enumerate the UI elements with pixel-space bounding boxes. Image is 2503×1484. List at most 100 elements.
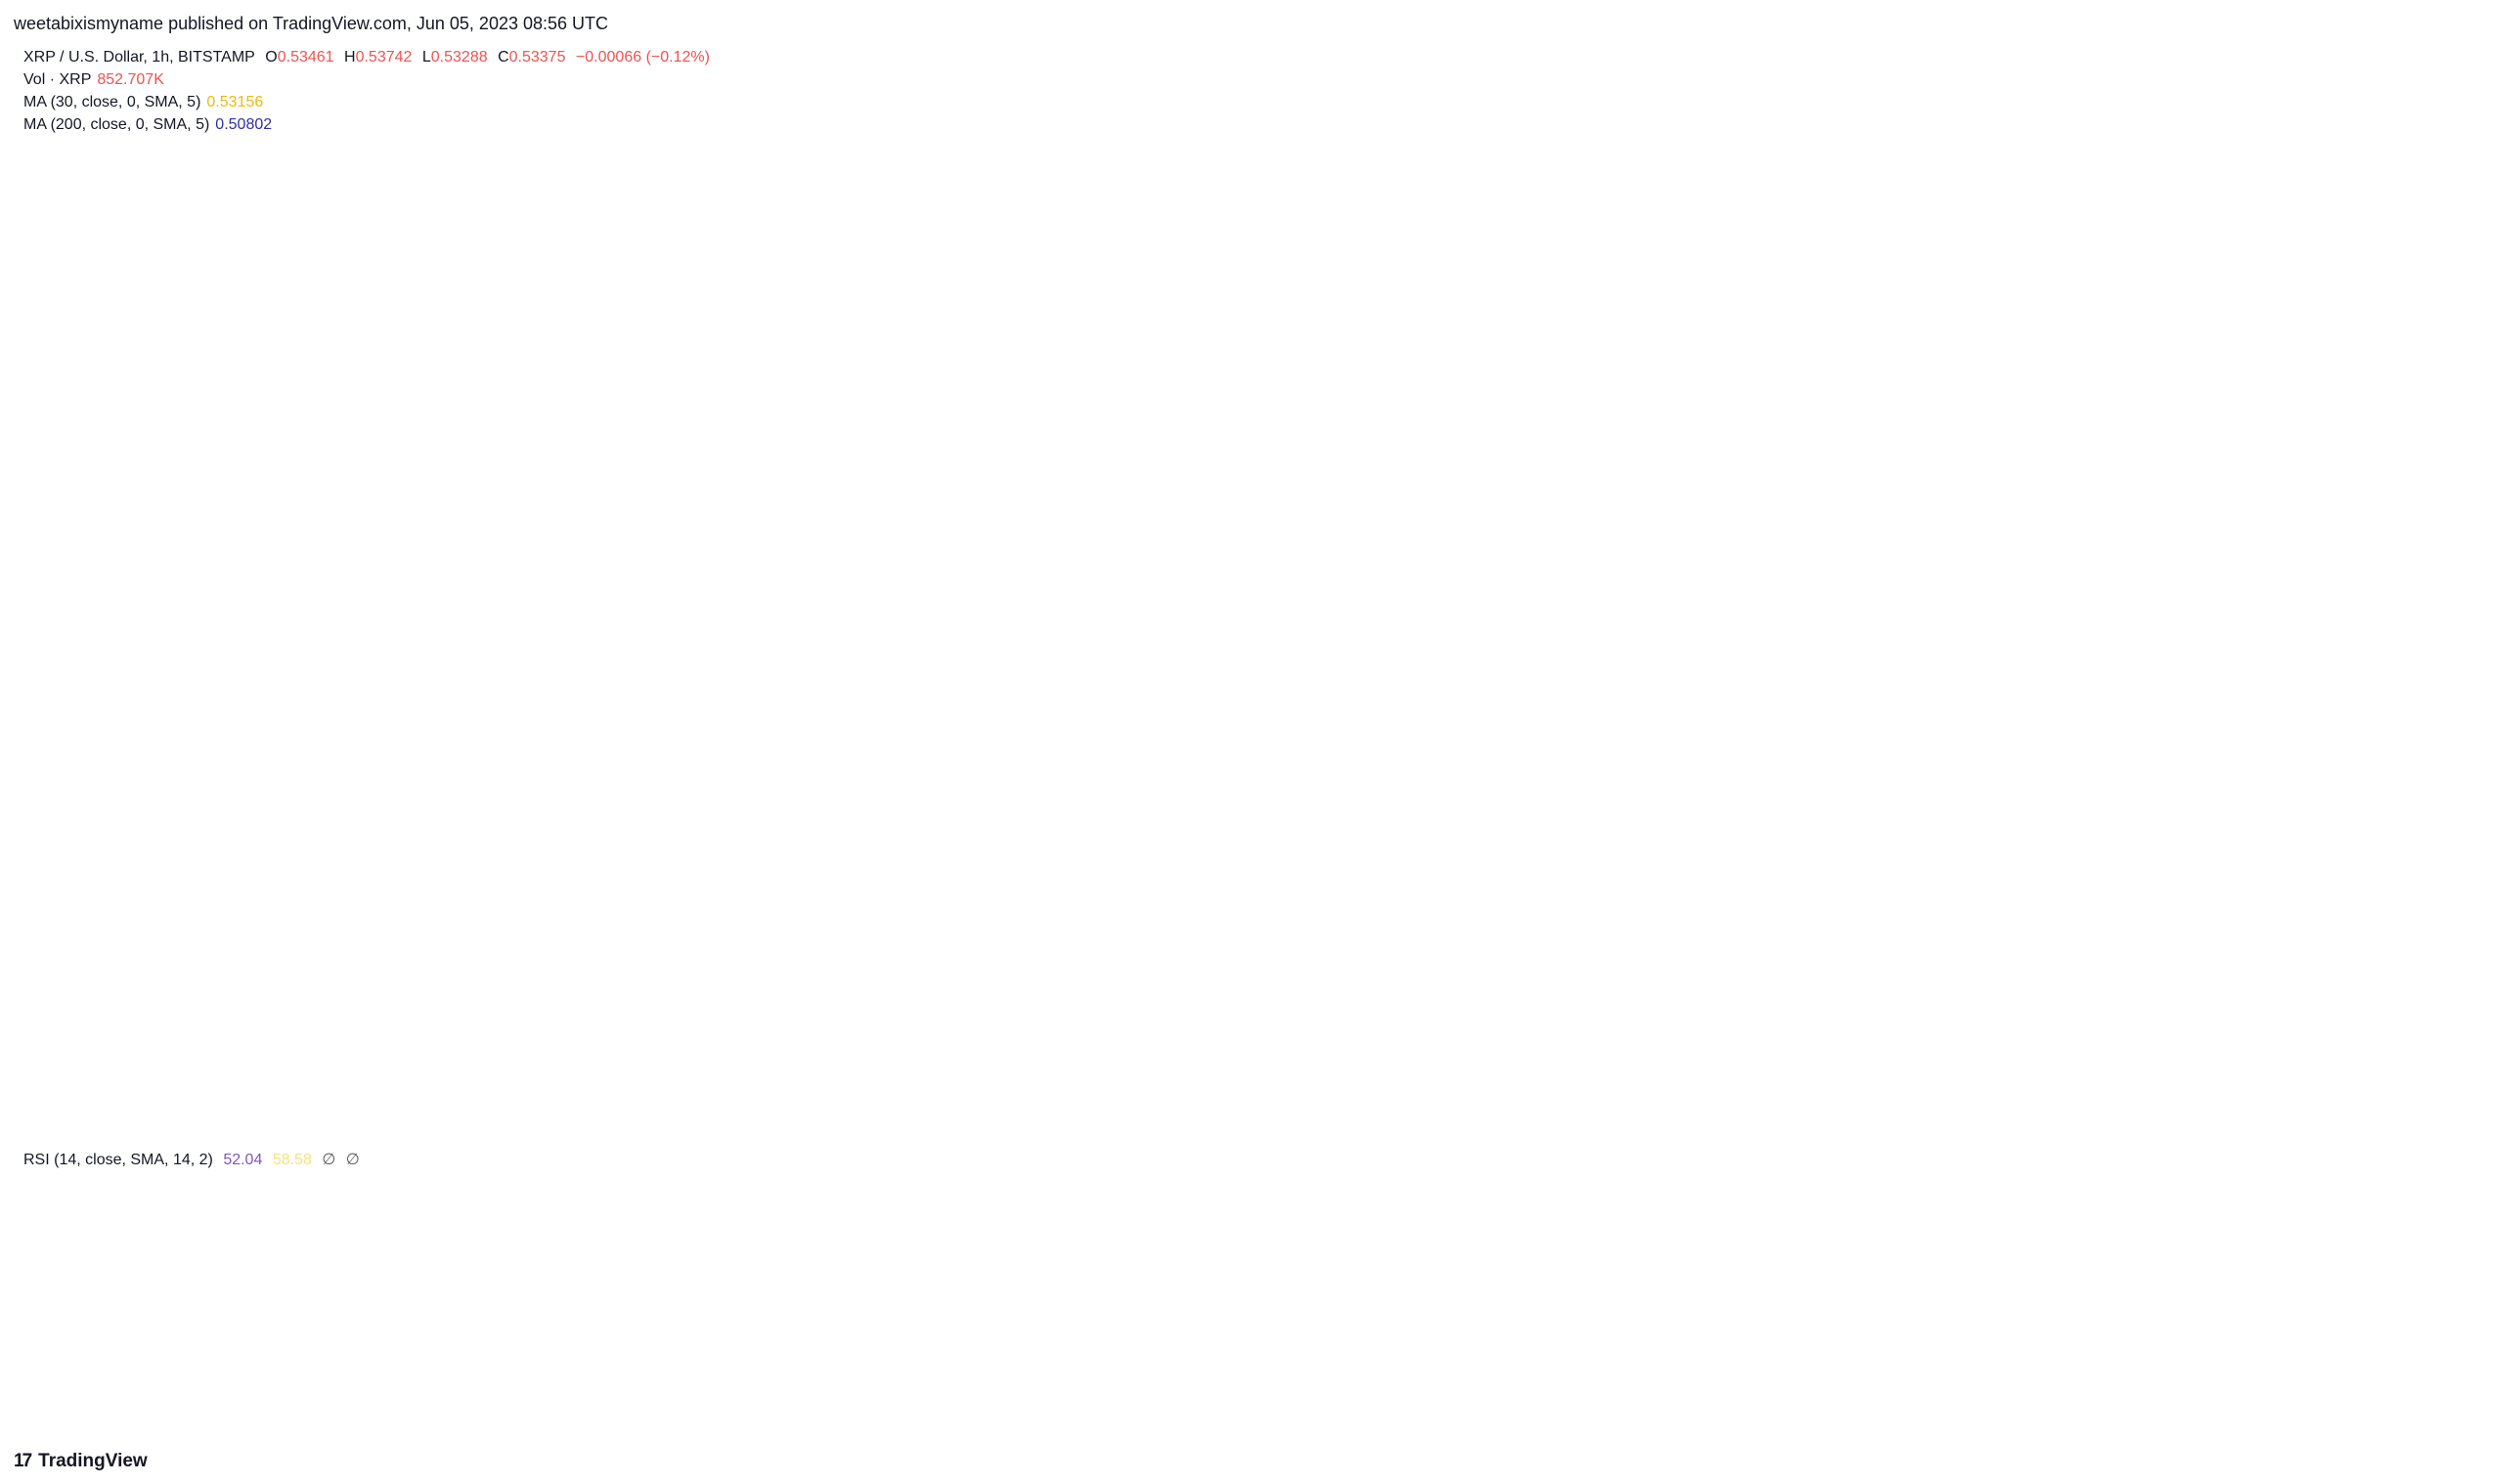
candle-body <box>68 568 82 587</box>
volume-bar <box>1242 1124 1262 1134</box>
time-tick-label: 3 <box>1166 1412 1176 1431</box>
price-tick-label: 0.50500 <box>2415 559 2475 578</box>
volume-bar <box>1783 1118 1804 1134</box>
candle-body <box>1768 379 1781 384</box>
volume-bar <box>2251 1094 2270 1134</box>
volume-bar <box>215 1094 235 1134</box>
candle-body <box>87 568 101 587</box>
price-tick-label: 0.49000 <box>2415 697 2475 716</box>
volume-bar <box>812 1019 833 1134</box>
candle-body <box>1544 420 1558 430</box>
volume-bar <box>1859 1115 1878 1134</box>
time-tick-label: 12:00 <box>1383 1412 1427 1431</box>
symbol-title[interactable]: XRP / U.S. Dollar, 1h, BITSTAMP <box>23 49 255 65</box>
candle-body <box>1581 434 1595 445</box>
candle-body <box>1917 278 1931 302</box>
candle-body <box>13 512 26 532</box>
volume-bar <box>1989 1110 2009 1134</box>
volume-bar <box>2045 1067 2065 1134</box>
volume-legend[interactable]: Vol · XRP 852.707K <box>23 71 164 88</box>
candle-body <box>1301 383 1315 399</box>
candle-body <box>834 458 848 467</box>
current-price-tag <box>2409 291 2483 335</box>
candle-body <box>946 471 960 477</box>
candle-body <box>107 522 119 569</box>
candle-body <box>386 572 400 583</box>
candle-body <box>1656 402 1670 413</box>
volume-bar <box>1914 1118 1934 1134</box>
candle-body <box>199 439 213 495</box>
time-tick-label: 12:00 <box>1853 1412 1897 1431</box>
volume-bar <box>589 1115 608 1134</box>
volume-bar <box>2194 1088 2215 1134</box>
ma200-legend[interactable]: MA (200, close, 0, SMA, 5) 0.50802 <box>23 116 273 133</box>
price-change: −0.00066 (−0.12%) <box>575 49 710 65</box>
time-tick-label: 12:00 <box>445 1412 489 1431</box>
price-tick-label: 0.48000 <box>2415 789 2475 807</box>
volume-bar <box>626 1113 646 1134</box>
candle-body <box>1675 412 1689 416</box>
candle-body <box>2217 264 2230 292</box>
tradingview-logo[interactable]: 17 TradingView <box>14 1451 148 1471</box>
candle-body <box>1899 278 1912 338</box>
candle-body <box>162 476 176 491</box>
candle-body <box>1096 379 1110 394</box>
lightning-icon <box>2249 1106 2274 1131</box>
candle-body <box>1320 393 1334 399</box>
volume-bar <box>1485 1121 1505 1134</box>
candle-body <box>1432 420 1446 430</box>
volume-bar <box>178 1104 198 1134</box>
price-tick-label: 0.45500 <box>2415 1020 2475 1038</box>
rsi-legend[interactable]: RSI (14, close, SMA, 14, 2) 52.04 58.58 … <box>23 1152 360 1168</box>
volume-bar <box>850 958 870 1134</box>
time-tick-label: 2 <box>697 1412 707 1431</box>
resistance-price-tag <box>2409 188 2483 212</box>
volume-bar <box>420 982 440 1134</box>
volume-bar <box>644 1107 665 1134</box>
volume-bar <box>1597 1124 1617 1134</box>
volume-bar <box>925 970 944 1134</box>
candle-body <box>1376 402 1389 421</box>
volume-bar <box>607 1110 627 1134</box>
candle-body <box>704 480 718 541</box>
price-tick-label: 0.47500 <box>2415 836 2475 854</box>
ma30-legend[interactable]: MA (30, close, 0, SMA, 5) 0.53156 <box>23 94 264 110</box>
volume-bar <box>1578 1121 1599 1134</box>
volume-bar <box>2120 1033 2140 1134</box>
candle-body <box>2030 196 2043 256</box>
candle-body <box>1936 259 1950 302</box>
candle-body <box>1246 374 1259 380</box>
candle-body <box>2086 237 2099 279</box>
volume-bar <box>999 1091 1020 1134</box>
volume-bar <box>1541 1124 1560 1134</box>
candle-body <box>1562 430 1576 435</box>
time-tick-label: 4 <box>1636 1412 1646 1431</box>
volume-bar <box>1317 1118 1337 1134</box>
tv-logo-icon: 17 <box>14 1451 32 1471</box>
volume-bar <box>1952 1127 1972 1134</box>
candle-body <box>349 572 363 587</box>
volume-bar <box>757 1091 776 1134</box>
candle-body <box>237 458 250 532</box>
candle-body <box>667 517 680 527</box>
volume-bar <box>383 1027 403 1134</box>
time-tick-label: 18:00 <box>562 1412 606 1431</box>
candle-body <box>1806 379 1820 384</box>
volume-bar <box>159 1110 179 1134</box>
candle-body <box>778 439 792 454</box>
candle-body <box>1227 379 1240 394</box>
candle-body <box>1993 237 2006 265</box>
candle-body <box>610 522 624 537</box>
volume-bar <box>962 934 982 1134</box>
candle-body <box>517 568 531 573</box>
candle-body <box>854 458 866 472</box>
volume-bar <box>906 961 926 1134</box>
volume-bar <box>2214 1097 2233 1134</box>
volume-bar <box>2157 1022 2177 1134</box>
time-tick-label: 06:00 <box>328 1412 372 1431</box>
candle-body <box>423 549 437 559</box>
volume-bar <box>794 1036 813 1134</box>
volume-bar <box>1018 1110 1038 1134</box>
